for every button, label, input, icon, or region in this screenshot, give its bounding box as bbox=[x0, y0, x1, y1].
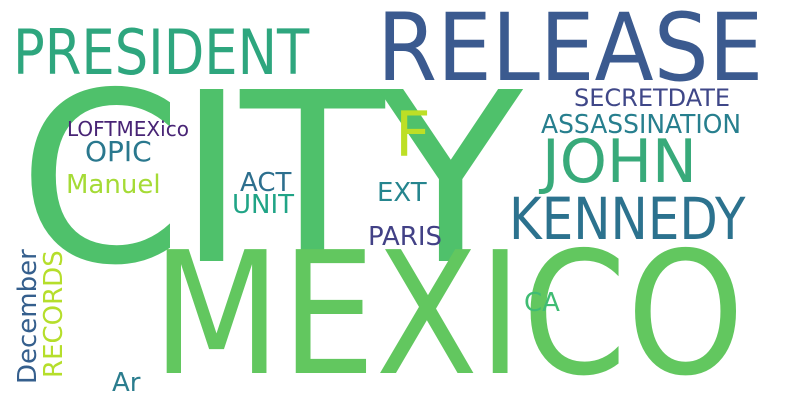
word-kennedy: KENNEDY bbox=[509, 185, 746, 253]
word-f: F bbox=[395, 98, 431, 171]
word-ca: CA bbox=[524, 288, 560, 318]
word-ext: EXT bbox=[377, 178, 427, 208]
word-release: RELEASE bbox=[377, 0, 764, 103]
word-december: December bbox=[13, 249, 43, 384]
word-act: ACT bbox=[240, 168, 292, 198]
word-mexico: MEXICO bbox=[152, 216, 745, 414]
word-ar: Ar bbox=[112, 368, 141, 398]
word-cloud: CITY MEXICO RELEASE PRESIDENT JOHN KENNE… bbox=[13, 0, 764, 414]
word-assassination: ASSASSINATION bbox=[541, 110, 742, 140]
word-city: CITY bbox=[18, 42, 523, 317]
word-paris: PARIS bbox=[368, 222, 443, 252]
word-manuel: Manuel bbox=[66, 170, 161, 200]
word-records: RECORDS bbox=[39, 250, 69, 378]
word-loftmexico: LOFTMEXico bbox=[67, 117, 189, 141]
word-opic: OPIC bbox=[85, 135, 152, 168]
word-secretdate: SECRETDATE bbox=[574, 84, 731, 112]
word-unit: UNIT bbox=[232, 190, 295, 220]
word-john: JOHN bbox=[542, 127, 697, 197]
word-president: PRESIDENT bbox=[13, 16, 310, 89]
